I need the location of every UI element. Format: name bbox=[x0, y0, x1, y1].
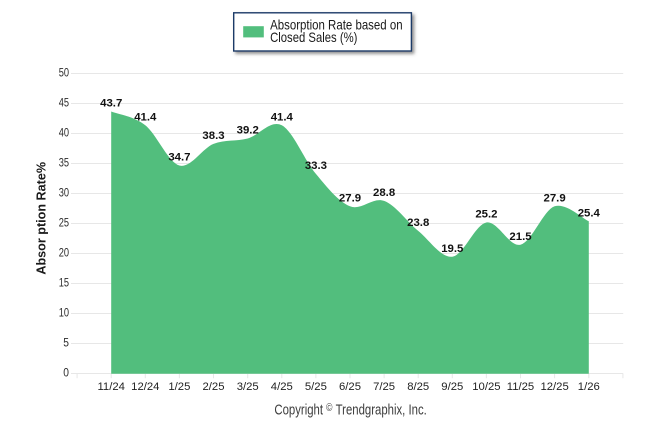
svg-text:25.4: 25.4 bbox=[578, 207, 601, 219]
svg-text:40: 40 bbox=[59, 128, 69, 140]
svg-text:41.4: 41.4 bbox=[134, 111, 157, 123]
svg-text:28.8: 28.8 bbox=[373, 187, 395, 199]
svg-text:0: 0 bbox=[63, 368, 69, 380]
svg-text:Absor ption Rate%: Absor ption Rate% bbox=[35, 162, 49, 275]
svg-text:39.2: 39.2 bbox=[237, 125, 259, 137]
svg-text:25: 25 bbox=[59, 218, 69, 230]
svg-text:30: 30 bbox=[59, 188, 69, 200]
svg-text:3/25: 3/25 bbox=[237, 381, 259, 393]
svg-text:19.5: 19.5 bbox=[441, 243, 464, 255]
svg-text:11/25: 11/25 bbox=[507, 381, 534, 393]
svg-text:34.7: 34.7 bbox=[168, 152, 190, 164]
svg-text:8/25: 8/25 bbox=[407, 381, 429, 393]
svg-text:1/25: 1/25 bbox=[168, 381, 190, 393]
svg-text:10: 10 bbox=[59, 308, 69, 320]
svg-text:7/25: 7/25 bbox=[373, 381, 395, 393]
svg-text:27.9: 27.9 bbox=[339, 192, 361, 204]
svg-text:4/25: 4/25 bbox=[271, 381, 293, 393]
svg-text:50: 50 bbox=[59, 68, 69, 80]
svg-text:33.3: 33.3 bbox=[305, 160, 327, 172]
svg-text:41.4: 41.4 bbox=[271, 111, 294, 123]
svg-text:9/25: 9/25 bbox=[441, 381, 463, 393]
svg-text:35: 35 bbox=[59, 158, 69, 170]
svg-text:21.5: 21.5 bbox=[509, 231, 532, 243]
svg-text:23.8: 23.8 bbox=[407, 217, 429, 229]
svg-text:1/26: 1/26 bbox=[578, 381, 600, 393]
svg-text:27.9: 27.9 bbox=[544, 192, 566, 204]
svg-text:38.3: 38.3 bbox=[202, 130, 224, 142]
svg-text:45: 45 bbox=[59, 98, 69, 110]
svg-text:5: 5 bbox=[63, 338, 69, 350]
svg-text:43.7: 43.7 bbox=[100, 98, 122, 110]
svg-text:5/25: 5/25 bbox=[305, 381, 327, 393]
svg-text:11/24: 11/24 bbox=[97, 381, 124, 393]
svg-text:12/24: 12/24 bbox=[131, 381, 159, 393]
svg-text:20: 20 bbox=[59, 248, 69, 260]
svg-text:15: 15 bbox=[59, 278, 69, 290]
svg-text:Absorption Rate based on: Absorption Rate based on bbox=[270, 18, 403, 33]
svg-text:6/25: 6/25 bbox=[339, 381, 361, 393]
svg-text:12/25: 12/25 bbox=[540, 381, 568, 393]
svg-text:Closed Sales (%): Closed Sales (%) bbox=[270, 30, 357, 45]
svg-text:Copyright © Trendgraphix, Inc.: Copyright © Trendgraphix, Inc. bbox=[274, 401, 426, 418]
svg-text:10/25: 10/25 bbox=[472, 381, 500, 393]
svg-text:2/25: 2/25 bbox=[203, 381, 225, 393]
svg-text:25.2: 25.2 bbox=[475, 209, 497, 221]
